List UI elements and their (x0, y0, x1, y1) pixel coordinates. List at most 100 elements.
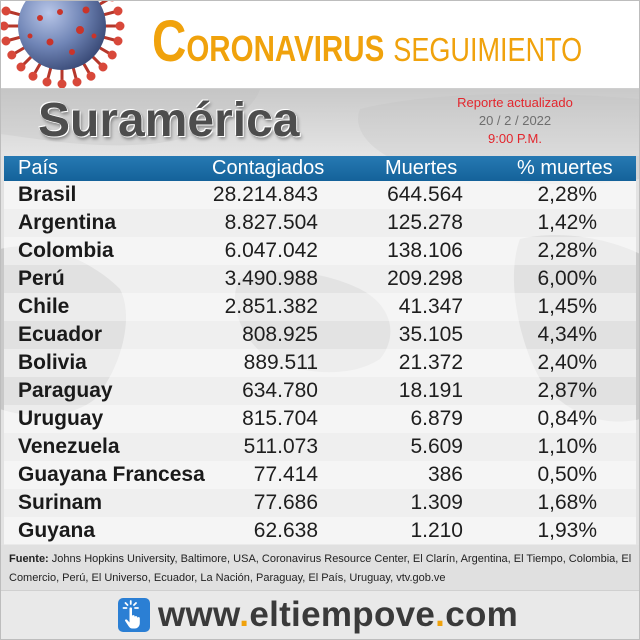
cases-cell: 77.686 (253, 491, 318, 514)
country-cell: Argentina (18, 211, 117, 234)
country-cell: Brasil (18, 183, 77, 206)
table-body: Brasil 28.214.843 644.564 2,28% Argentina 8.8… (4, 181, 636, 545)
report-date: 20 / 2 / 2022 (478, 113, 552, 128)
table-header: País Contagiados Muertes % muertes (4, 156, 636, 181)
death-rate-cell: 1,93% (537, 519, 597, 542)
column-header-pais: País (18, 157, 59, 179)
table-row: Argentina 8.827.504 125.278 1,42% (4, 209, 636, 237)
column-header-contagiados: Contagiados (212, 157, 325, 179)
death-rate-cell: 6,00% (537, 267, 597, 290)
country-cell: Guayana Francesa (18, 463, 205, 486)
report-info: Reporte actualizado 20 / 2 / 2022 9:00 P… (435, 94, 595, 148)
table-row: Venezuela 511.073 5.609 1,10% (4, 433, 636, 461)
table-row: Guyana 62.638 1.210 1,93% (4, 517, 636, 545)
report-time: 9:00 P.M. (488, 131, 542, 146)
country-cell: Surinam (18, 491, 103, 514)
report-label: Reporte actualizado (457, 95, 573, 110)
cases-cell: 808.925 (242, 323, 318, 346)
website-dot: . (239, 595, 250, 634)
click-hand-icon (118, 598, 150, 632)
cases-cell: 3.490.988 (224, 267, 318, 290)
deaths-cell: 1.309 (410, 491, 463, 514)
region-band: Suramérica Reporte actualizado 20 / 2 / … (0, 89, 640, 156)
cases-cell: 77.414 (253, 463, 318, 486)
page-title: CORONAVIRUS SEGUIMIENTO (152, 9, 583, 74)
deaths-cell: 18.191 (398, 379, 463, 402)
death-rate-cell: 1,68% (537, 491, 597, 514)
death-rate-cell: 0,84% (537, 407, 597, 430)
deaths-cell: 1.210 (410, 519, 463, 542)
cases-cell: 2.851.382 (224, 295, 318, 318)
deaths-cell: 644.564 (387, 183, 463, 206)
region-title: Suramérica (38, 94, 300, 147)
icon-click-rays (122, 600, 139, 609)
deaths-cell: 138.106 (387, 239, 463, 262)
country-cell: Chile (18, 295, 70, 318)
cases-cell: 511.073 (243, 435, 318, 458)
table-row: Bolivia 889.511 21.372 2,40% (4, 349, 636, 377)
virus-surface-spots (27, 6, 97, 55)
death-rate-cell: 4,34% (537, 323, 597, 346)
deaths-cell: 386 (427, 463, 463, 486)
deaths-cell: 125.278 (387, 211, 463, 234)
source-note: Fuente: Johns Hopkins University, Baltim… (0, 545, 640, 590)
column-header-muertes: Muertes (385, 157, 458, 179)
deaths-cell: 41.347 (398, 295, 463, 318)
virus-spikes (6, 0, 118, 82)
table-row: Perú 3.490.988 209.298 6,00% (4, 265, 636, 293)
title-seguimiento: SEGUIMIENTO (393, 31, 583, 68)
death-rate-cell: 2,87% (537, 379, 597, 402)
country-cell: Paraguay (18, 379, 113, 402)
website-suffix: com (445, 595, 519, 634)
website-url: www.eltiempove.com (158, 591, 518, 639)
deaths-cell: 6.879 (410, 407, 463, 430)
cases-cell: 634.780 (242, 379, 318, 402)
country-cell: Ecuador (18, 323, 103, 346)
table-row: Chile 2.851.382 41.347 1,45% (4, 293, 636, 321)
table-row: Colombia 6.047.042 138.106 2,28% (4, 237, 636, 265)
cases-cell: 28.214.843 (212, 183, 318, 206)
coronavirus-illustration (0, 0, 125, 88)
table-row: Uruguay 815.704 6.879 0,84% (4, 405, 636, 433)
cases-cell: 62.638 (253, 519, 318, 542)
country-cell: Colombia (18, 239, 114, 262)
cases-cell: 889.511 (243, 351, 318, 374)
cases-cell: 815.704 (242, 407, 318, 430)
death-rate-cell: 1,10% (537, 435, 597, 458)
death-rate-cell: 0,50% (537, 463, 597, 486)
table-row: Brasil 28.214.843 644.564 2,28% (4, 181, 636, 209)
table-row: Surinam 77.686 1.309 1,68% (4, 489, 636, 517)
deaths-cell: 5.609 (410, 435, 463, 458)
death-rate-cell: 1,42% (537, 211, 597, 234)
death-rate-cell: 2,28% (537, 183, 597, 206)
deaths-cell: 209.298 (387, 267, 463, 290)
icon-background (118, 598, 150, 632)
deaths-cell: 21.372 (398, 351, 463, 374)
click-hand-icon-graphic (118, 598, 150, 632)
website-prefix: www (158, 595, 240, 634)
source-label: Fuente: (9, 553, 49, 565)
cases-cell: 6.047.042 (224, 239, 318, 262)
country-cell: Venezuela (18, 435, 120, 458)
table-row: Paraguay 634.780 18.191 2,87% (4, 377, 636, 405)
icon-hand (125, 607, 140, 629)
death-rate-cell: 2,28% (537, 239, 597, 262)
table-row: Guayana Francesa 77.414 386 0,50% (4, 461, 636, 489)
website-banner: www.eltiempove.com (0, 590, 640, 640)
cases-cell: 8.827.504 (224, 211, 318, 234)
header: CORONAVIRUS SEGUIMIENTO (0, 0, 640, 89)
column-header-porcentaje-muertes: % muertes (517, 157, 613, 179)
country-cell: Guyana (18, 519, 96, 542)
title-coronavirus: CORONAVIRUS (152, 9, 385, 74)
deaths-cell: 35.105 (398, 323, 463, 346)
country-cell: Bolivia (18, 351, 87, 374)
death-rate-cell: 2,40% (537, 351, 597, 374)
source-text: Johns Hopkins University, Baltimore, USA… (9, 553, 632, 584)
country-cell: Perú (18, 267, 65, 290)
country-cell: Uruguay (18, 407, 104, 430)
website-dot: . (435, 595, 446, 634)
website-name: eltiempove (249, 595, 436, 634)
table-row: Ecuador 808.925 35.105 4,34% (4, 321, 636, 349)
death-rate-cell: 1,45% (537, 295, 597, 318)
